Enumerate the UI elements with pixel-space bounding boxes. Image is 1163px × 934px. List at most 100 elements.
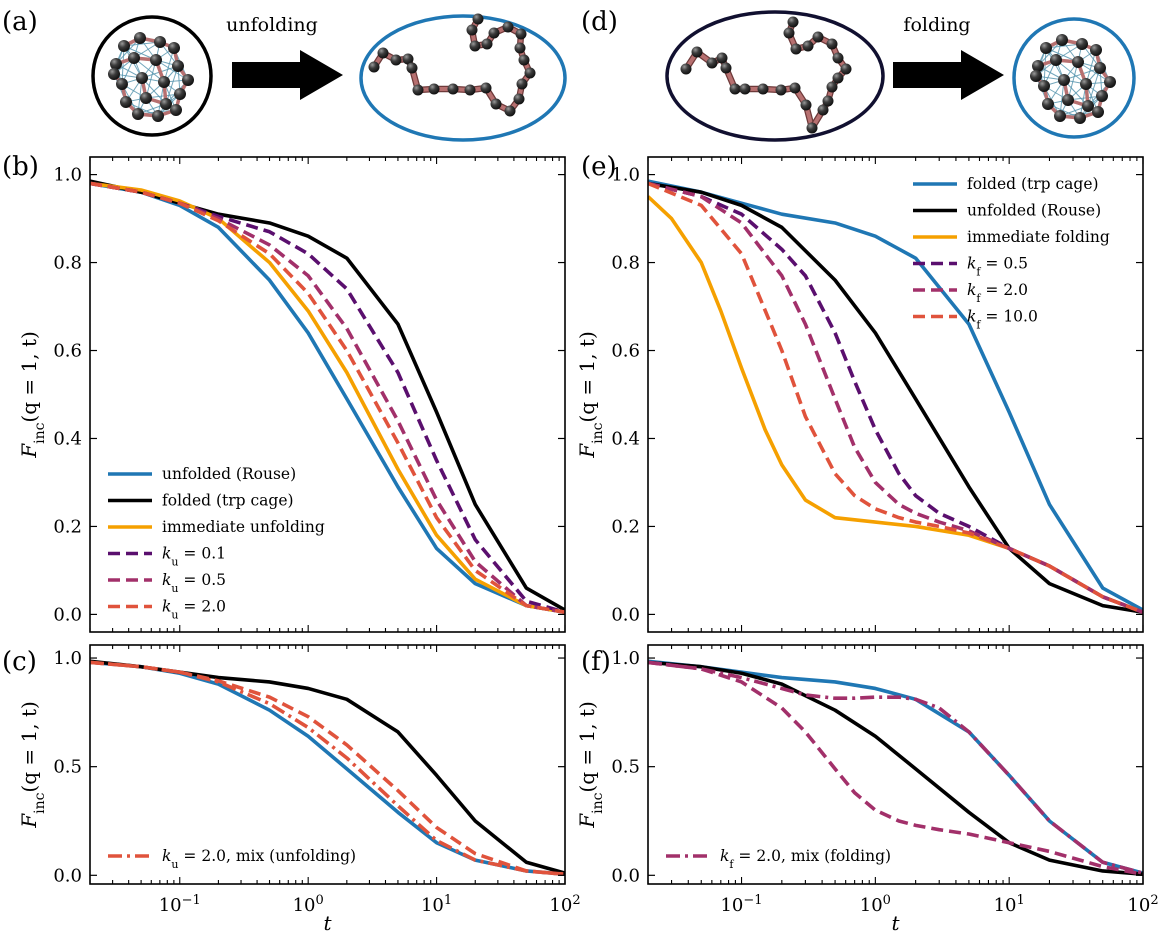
unfolded-chain-a [368,13,536,117]
bead [1094,62,1106,74]
bead [1042,98,1054,110]
contact [121,45,125,85]
bead [789,82,801,94]
bead [1104,76,1116,88]
series-line-c-3 [90,660,565,877]
bead [132,108,144,120]
series-line-f-3 [648,660,1143,875]
contact [1055,59,1087,85]
bead [515,28,527,40]
bead [152,110,164,122]
bead [822,95,834,107]
series-line-f-0 [648,659,1143,875]
bead [174,88,186,100]
series-line-e-1 [648,181,1143,614]
bead [447,83,459,95]
folded-protein-d [1030,34,1116,124]
bead [1040,42,1052,54]
folded-ring-d [1012,17,1136,139]
folded-ring-a [91,15,213,137]
bead [524,67,536,79]
panel-label-b: (b) [2,152,39,182]
bead [182,74,194,86]
y-tick-label: 0.5 [611,757,640,778]
panel-label-a: (a) [2,7,38,37]
series-group [648,179,1143,614]
bead [504,105,516,117]
bead [790,43,802,55]
x-tick-label: 101 [421,893,452,917]
bead [775,84,787,96]
series-line-e-2 [648,195,1143,614]
series-line-e-4 [648,181,1143,614]
legend-label: kf = 2.0, mix (folding) [720,847,891,871]
bead [1032,60,1044,72]
bead [168,42,180,54]
bead [1096,90,1108,102]
bead [840,63,852,75]
bead [502,21,514,33]
series-line-c-1 [90,659,565,875]
bead [518,54,530,66]
axes-frame-f [647,644,1144,885]
legend-label: kf = 10.0 [967,308,1038,332]
legend-label: ku = 2.0 [162,598,226,622]
arrow-folding [893,50,1004,100]
y-axis-label: Finc(q = 1, t) [575,701,606,829]
bead [691,46,703,58]
bead [1092,106,1104,118]
bead [118,40,130,52]
x-tick-label: 102 [1127,893,1158,917]
bead [1082,100,1094,112]
legend-label: immediate unfolding [162,518,325,536]
axes-frame-e [647,156,1144,633]
legend-label: unfolded (Rouse) [162,465,296,483]
chart-e: 0.0 0.2 0.4 0.6 0.8 1.0 Finc(q = 1, t) folded (… [575,156,1144,633]
contact [1045,43,1083,49]
series-group [648,659,1143,877]
contact [1077,61,1111,83]
bead [800,99,812,111]
y-tick-label: 0.4 [53,428,82,449]
bead [490,98,502,110]
y-tick-label: 0.6 [611,341,640,362]
bead [1050,54,1062,66]
folded-protein-a [108,32,194,122]
arrow-unfolding [232,50,343,100]
bead [1074,112,1086,124]
axes-frame-c [89,644,566,885]
plots: 0.0 0.2 0.4 0.6 0.8 1.0 Finc(q = 1, t) unfolded… [17,156,1159,934]
legend-label: unfolded (Rouse) [967,202,1101,220]
legend-label: kf = 2.0 [967,281,1028,305]
bead [826,81,838,93]
bead [160,98,172,110]
y-tick-label: 0.0 [611,604,640,625]
series-line-f-1 [648,660,1143,877]
legend-label: immediate folding [967,228,1110,246]
bead [757,83,769,95]
panel-label-d: (d) [581,7,618,37]
legend-label: ku = 0.5 [162,571,226,595]
y-tick-label: 0.4 [611,428,640,449]
y-tick-label: 1.0 [53,648,82,669]
legend-label: ku = 0.1 [162,545,226,569]
contact [1067,61,1079,101]
bead [802,40,814,52]
legend-label: kf = 0.5 [967,255,1028,279]
bead [1076,38,1088,50]
panel-label-c: (c) [2,647,37,677]
bead [1062,94,1074,106]
y-tick-label: 0.0 [53,604,82,625]
bead [826,38,838,50]
y-tick-label: 1.0 [53,165,82,186]
contact [145,59,157,99]
y-tick-label: 1.0 [611,648,640,669]
series-line-e-5 [648,181,1143,614]
x-axis-label: t [323,911,332,934]
legend-label: ku = 2.0, mix (unfolding) [162,847,356,871]
bead [469,40,481,52]
folding-label: folding [903,14,970,36]
unfolded-ring-d [665,10,885,142]
bead [464,84,476,96]
